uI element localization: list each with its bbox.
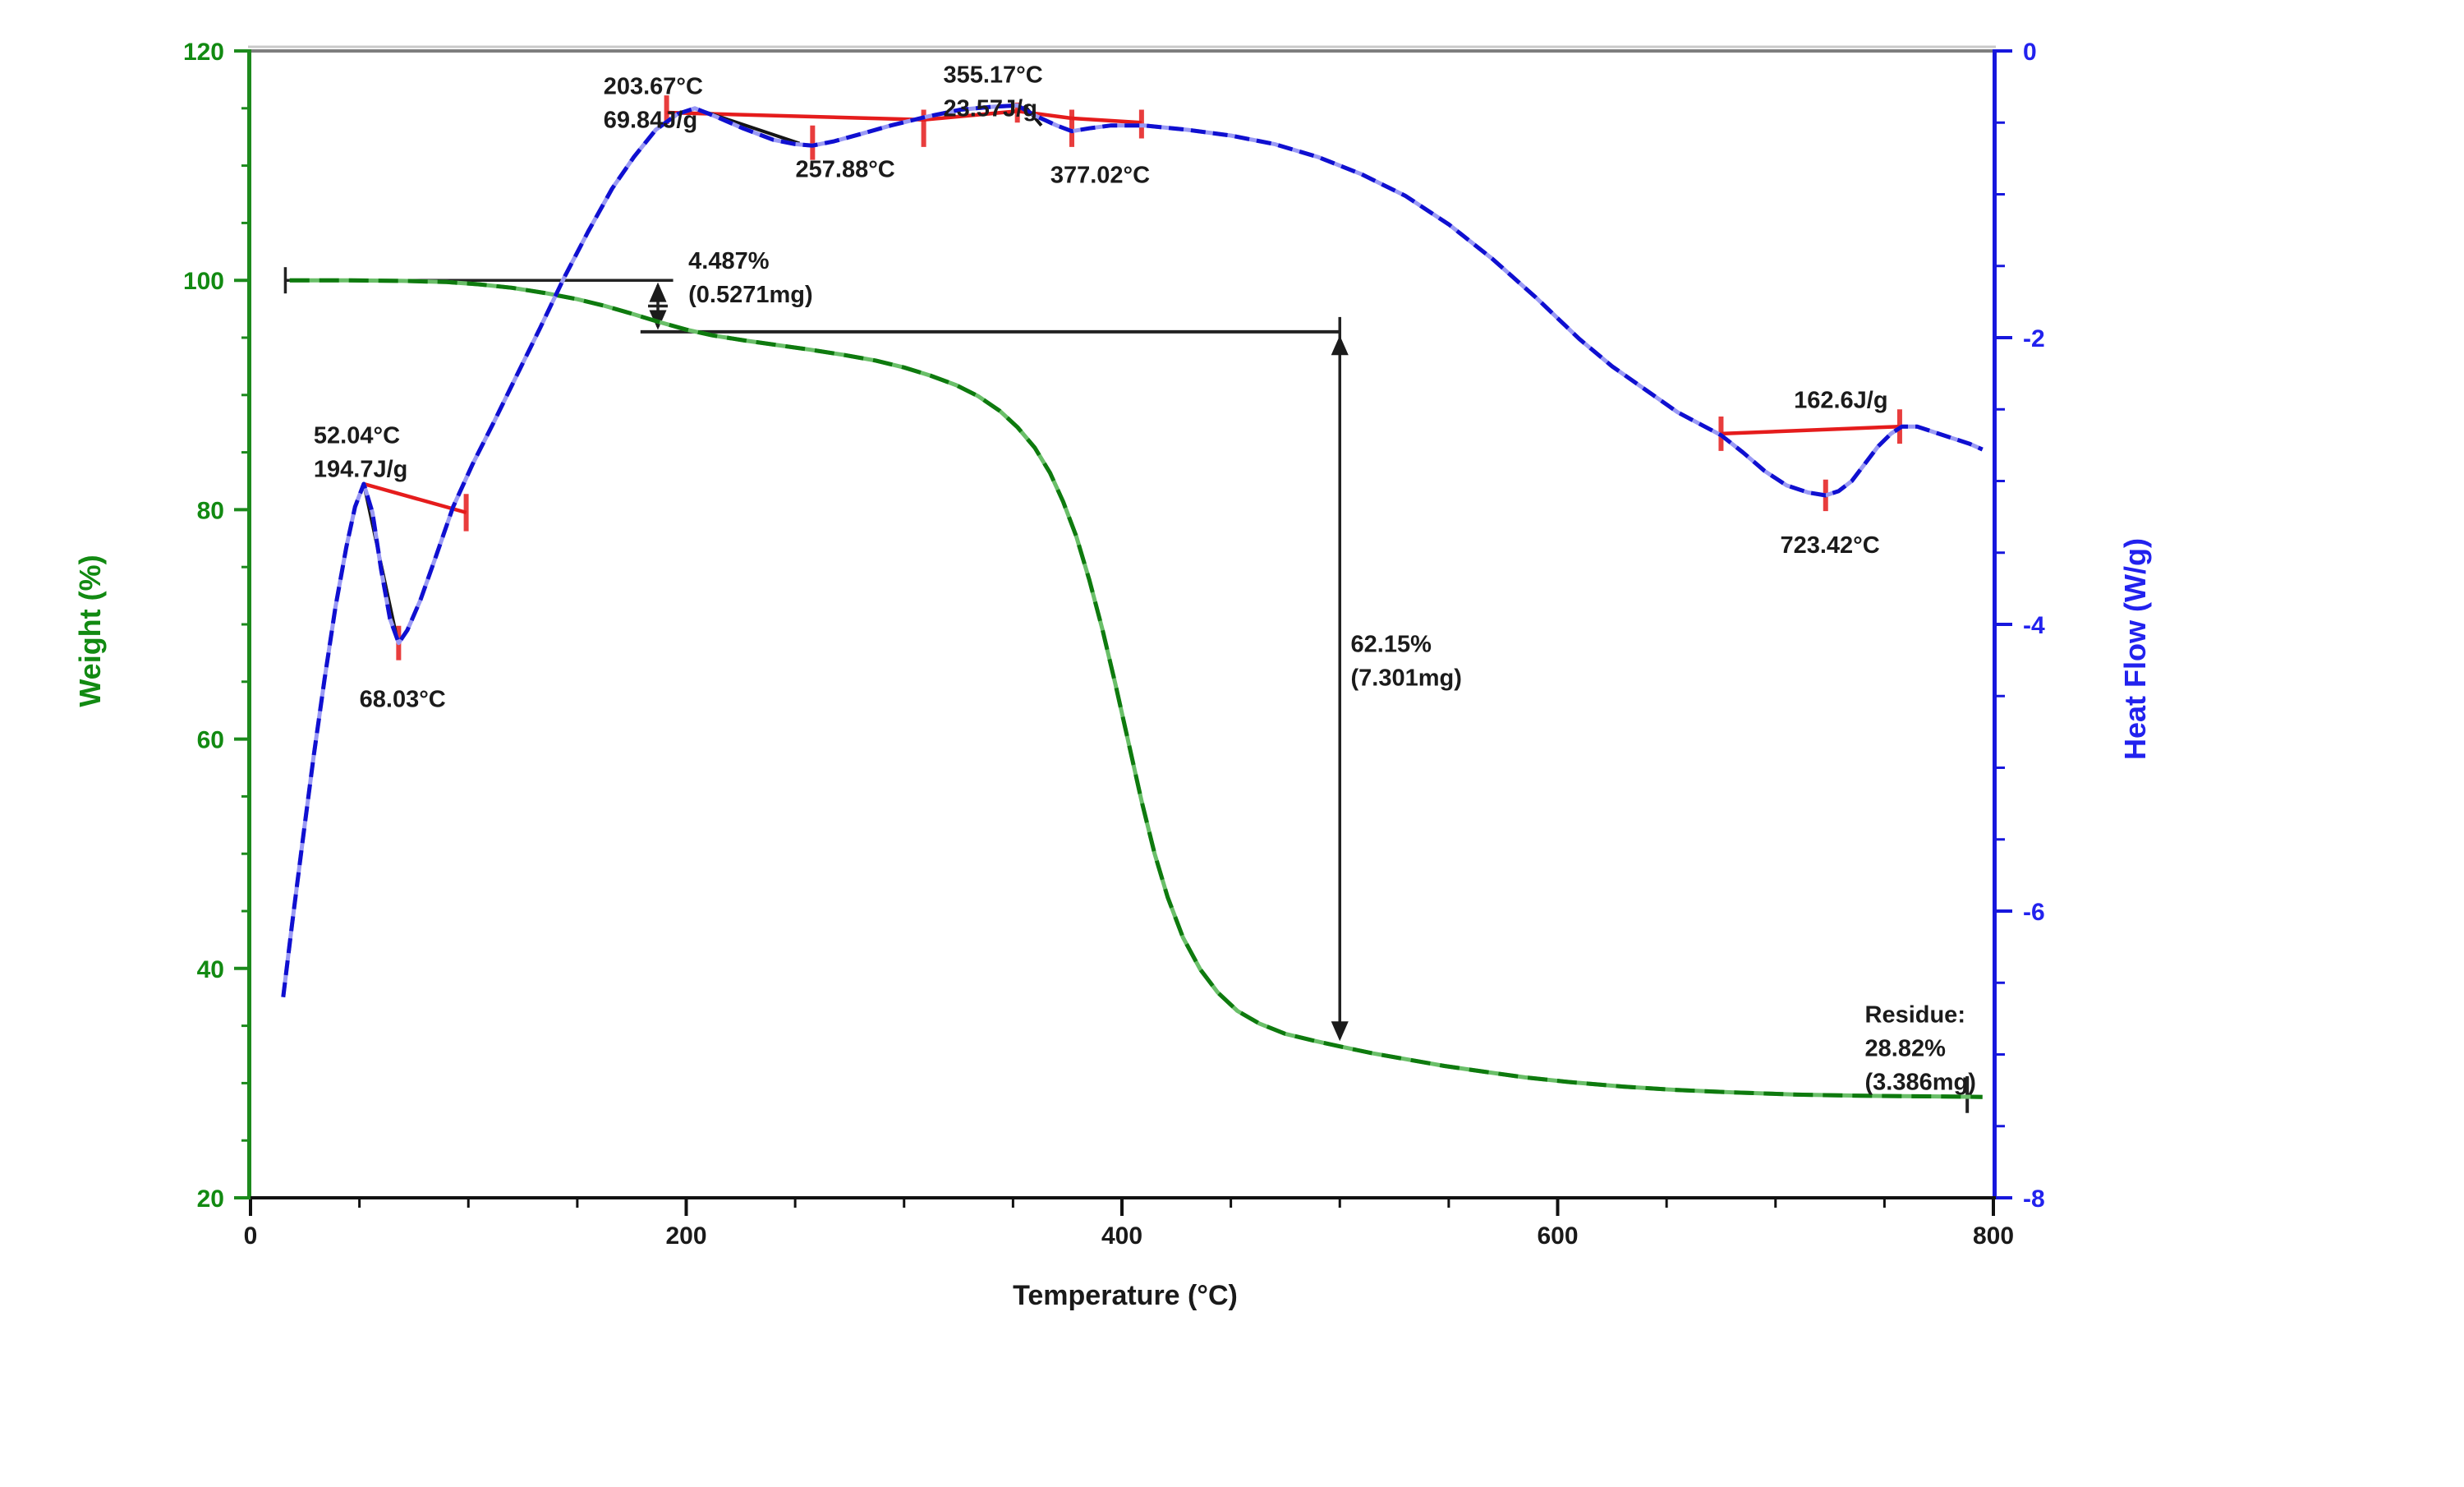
heatflow-tick-label--6: -6 xyxy=(2023,899,2045,926)
weight-tick-label-120: 120 xyxy=(183,39,224,66)
heatflow-tick-label-0: 0 xyxy=(2023,39,2037,66)
weight-curve xyxy=(289,278,1983,1099)
annotation-residue-line2: 28.82% xyxy=(1865,1035,1947,1061)
heatflow-tick-label--8: -8 xyxy=(2023,1185,2045,1213)
annotation-dip-377: 377.02°C xyxy=(1050,163,1150,189)
integration-line-0 xyxy=(363,481,467,515)
baseline-drop-lines xyxy=(361,104,1043,637)
heatflow-curve xyxy=(281,103,1984,998)
annotations: 203.67°C 69.84J/g 355.17°C 23.57J/g 257.88°C… xyxy=(314,62,1976,1095)
x-axis-ticks: 0 200 400 600 800 xyxy=(244,1198,2014,1250)
weight-tick-label-40: 40 xyxy=(197,956,224,983)
heat_flow-curve-underlay xyxy=(281,103,1984,998)
annotation-residue-line1: Residue: xyxy=(1865,1001,1965,1028)
heat_flow-curve xyxy=(281,103,1984,998)
annotation-loss-6215-line2: (7.301mg) xyxy=(1351,665,1462,692)
heatflow-axis-title: Heat Flow (W/g) xyxy=(2118,538,2152,760)
annotation-step-4487-line2: (0.5271mg) xyxy=(688,282,813,308)
annotation-peak-203-line1: 203.67°C xyxy=(604,73,703,99)
annotation-peak-52-line1: 52.04°C xyxy=(314,422,400,449)
annotation-peak-52-line2: 194.7J/g xyxy=(314,456,407,482)
weight-axis-title: Weight (%) xyxy=(73,555,107,707)
annotation-dip-723: 723.42°C xyxy=(1780,532,1879,559)
x-tick-label-400: 400 xyxy=(1101,1222,1142,1250)
x-axis-title: Temperature (°C) xyxy=(1013,1280,1238,1311)
annotation-residue-line3: (3.386mg) xyxy=(1865,1069,1976,1095)
integration-line-5 xyxy=(1721,424,1901,436)
annotation-peak-203-line2: 69.84J/g xyxy=(604,107,697,133)
annotation-step-4487-line1: 4.487% xyxy=(688,248,770,274)
annotation-peak-355-line1: 355.17°C xyxy=(943,62,1042,88)
annotation-dip-68: 68.03°C xyxy=(360,687,446,713)
weight_percent-curve xyxy=(289,278,1983,1099)
integration-line-2 xyxy=(923,109,1018,122)
weight-tick-label-80: 80 xyxy=(197,497,224,524)
x-tick-label-0: 0 xyxy=(244,1222,258,1250)
integration-line-4 xyxy=(1071,116,1142,125)
plot-frame xyxy=(247,45,1997,1199)
x-tick-label-800: 800 xyxy=(1973,1222,2014,1250)
weight-tick-label-60: 60 xyxy=(197,727,224,754)
weight_percent-curve-underlay xyxy=(289,278,1983,1099)
heatflow-axis-ticks: -8 -6 -4 -2 0 xyxy=(1996,39,2045,1213)
weight-axis-ticks: 20 40 60 80 100 120 xyxy=(183,39,251,1213)
heatflow-tick-label--2: -2 xyxy=(2023,325,2045,352)
weight-tick-label-100: 100 xyxy=(183,268,224,295)
heatflow-tick-label--4: -4 xyxy=(2023,612,2045,639)
weight-tick-label-20: 20 xyxy=(197,1185,224,1213)
annotation-area-162: 162.6J/g xyxy=(1794,388,1887,414)
annotation-loss-6215-line1: 62.15% xyxy=(1351,632,1432,658)
annotation-peak-355-line2: 23.57J/g xyxy=(943,95,1037,122)
x-tick-label-200: 200 xyxy=(665,1222,706,1250)
reference-lines xyxy=(283,267,1970,1113)
annotation-dip-257: 257.88°C xyxy=(796,157,895,183)
x-tick-label-600: 600 xyxy=(1537,1222,1578,1250)
